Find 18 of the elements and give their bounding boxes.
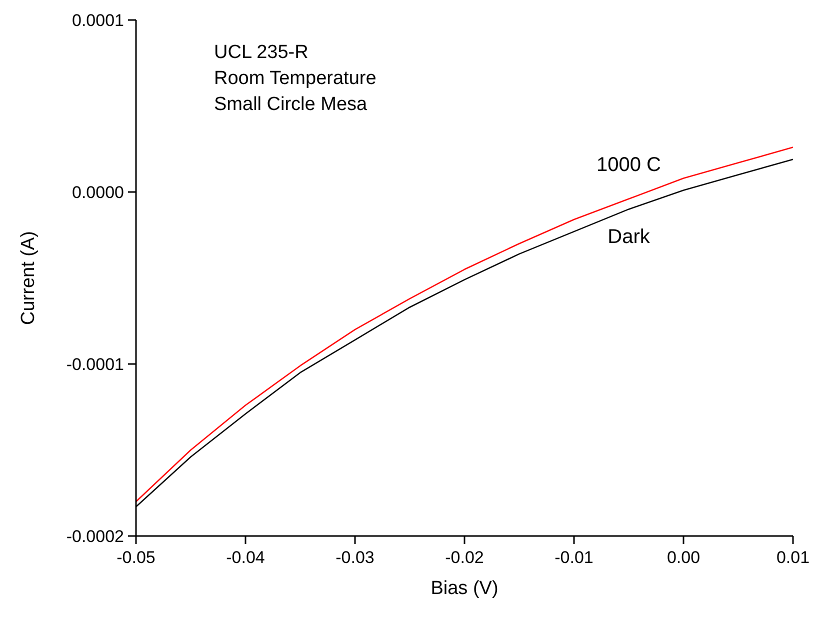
annotation: Room Temperature xyxy=(214,68,376,89)
x-tick-label: 0.01 xyxy=(776,548,810,567)
y-tick-label: 0.0001 xyxy=(72,11,124,30)
y-tick-label: -0.0002 xyxy=(66,527,124,546)
y-tick-label: -0.0001 xyxy=(66,355,124,374)
x-tick-label: -0.04 xyxy=(226,548,265,567)
annotation: UCL 235-R xyxy=(214,42,308,63)
x-tick-label: -0.03 xyxy=(336,548,374,567)
x-tick-label: -0.05 xyxy=(116,548,156,567)
x-tick-label: -0.02 xyxy=(445,548,484,567)
x-tick-label: -0.01 xyxy=(554,548,594,567)
x-tick-label: 0.00 xyxy=(666,548,700,567)
x-axis-title: Bias (V) xyxy=(430,578,498,599)
y-tick-label: 0.0000 xyxy=(72,183,124,202)
series-label: Dark xyxy=(608,226,651,248)
y-axis-title: Current (A) xyxy=(18,231,39,325)
series-label: 1000 C xyxy=(596,154,661,176)
annotation: Small Circle Mesa xyxy=(214,94,368,115)
